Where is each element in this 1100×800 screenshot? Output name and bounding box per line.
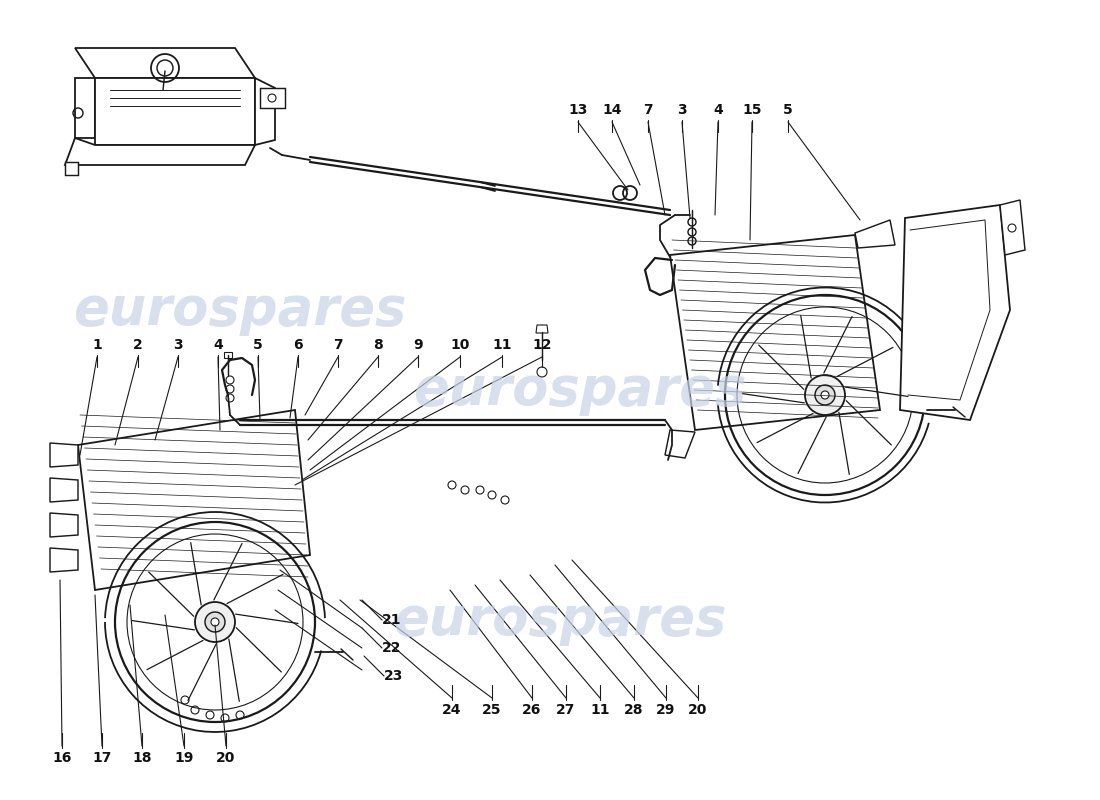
Polygon shape [65,162,78,175]
Text: 4: 4 [713,103,723,117]
Text: eurospares: eurospares [394,594,727,646]
Text: 12: 12 [532,338,552,352]
Text: 29: 29 [657,703,675,717]
Polygon shape [224,352,232,358]
Text: eurospares: eurospares [414,364,747,416]
Text: 19: 19 [174,751,194,765]
Text: 20: 20 [217,751,235,765]
Polygon shape [65,138,255,165]
Text: 11: 11 [591,703,609,717]
Text: 27: 27 [557,703,575,717]
Text: 20: 20 [689,703,707,717]
Polygon shape [50,513,78,537]
Text: 7: 7 [333,338,343,352]
Text: 21: 21 [383,613,402,627]
Text: 13: 13 [569,103,587,117]
Text: 25: 25 [482,703,502,717]
Text: 26: 26 [522,703,541,717]
Text: 11: 11 [493,338,512,352]
Text: 18: 18 [132,751,152,765]
Polygon shape [78,410,310,590]
Text: 6: 6 [294,338,302,352]
Polygon shape [50,478,78,502]
Polygon shape [75,78,95,138]
Text: 17: 17 [92,751,112,765]
Polygon shape [95,78,255,145]
Polygon shape [50,443,78,467]
Text: 14: 14 [603,103,622,117]
Text: 3: 3 [173,338,183,352]
Polygon shape [255,78,275,145]
Text: 8: 8 [373,338,383,352]
Text: 15: 15 [742,103,761,117]
Polygon shape [50,548,78,572]
Polygon shape [670,235,880,430]
Circle shape [821,391,829,399]
Circle shape [205,612,225,632]
Text: 1: 1 [92,338,102,352]
Text: 9: 9 [414,338,422,352]
Circle shape [805,375,845,415]
Polygon shape [1000,200,1025,255]
Circle shape [211,618,219,626]
Text: 5: 5 [783,103,793,117]
Text: 10: 10 [450,338,470,352]
Text: 28: 28 [625,703,644,717]
Polygon shape [666,430,695,458]
Polygon shape [855,220,895,248]
Text: 2: 2 [133,338,143,352]
Text: 23: 23 [384,669,404,683]
Polygon shape [260,88,285,108]
Text: 7: 7 [644,103,652,117]
Text: 4: 4 [213,338,223,352]
Text: 5: 5 [253,338,263,352]
Circle shape [195,602,235,642]
Text: 3: 3 [678,103,686,117]
Text: 16: 16 [53,751,72,765]
Text: 22: 22 [383,641,402,655]
Polygon shape [75,48,255,78]
Text: 24: 24 [442,703,462,717]
Circle shape [815,385,835,405]
Polygon shape [536,325,548,333]
Polygon shape [900,205,1010,420]
Text: eurospares: eurospares [74,284,407,336]
